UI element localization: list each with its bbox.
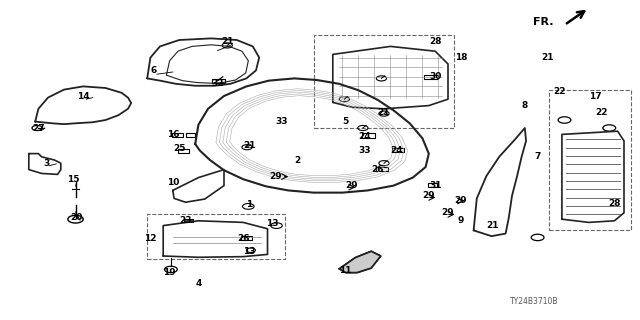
Text: 22: 22: [554, 87, 566, 96]
Bar: [178, 149, 189, 153]
Text: 30: 30: [429, 72, 442, 81]
Text: 27: 27: [32, 124, 45, 132]
Text: 29: 29: [422, 191, 435, 200]
Bar: [212, 79, 225, 83]
Text: 10: 10: [166, 178, 179, 187]
Bar: [147, 214, 285, 259]
Text: 28: 28: [429, 37, 442, 46]
Text: 29: 29: [454, 196, 467, 204]
Bar: [172, 133, 183, 137]
Text: 18: 18: [454, 53, 467, 62]
Text: 33: 33: [275, 117, 288, 126]
Text: 13: 13: [243, 247, 256, 256]
Text: 24: 24: [390, 146, 403, 155]
Text: 33: 33: [358, 146, 371, 155]
Text: 21: 21: [378, 108, 390, 116]
Bar: [362, 133, 375, 138]
Text: 21: 21: [243, 141, 256, 150]
Text: 13: 13: [266, 220, 278, 228]
Text: 7: 7: [534, 152, 541, 161]
Text: 8: 8: [522, 101, 528, 110]
Text: 6: 6: [150, 66, 157, 75]
Bar: [428, 183, 437, 187]
Bar: [186, 133, 195, 137]
Bar: [392, 148, 404, 152]
Text: 11: 11: [339, 266, 352, 275]
Text: 17: 17: [589, 92, 602, 100]
Bar: [241, 236, 252, 240]
Bar: [424, 75, 438, 79]
Text: 29: 29: [269, 172, 282, 180]
Bar: [376, 167, 388, 171]
Text: 25: 25: [173, 144, 186, 153]
Bar: [314, 35, 454, 128]
Text: 24: 24: [358, 132, 371, 140]
Text: 4: 4: [195, 279, 202, 288]
Text: 29: 29: [346, 181, 358, 190]
Text: 31: 31: [429, 181, 442, 190]
Text: 14: 14: [77, 92, 90, 100]
Text: 28: 28: [608, 199, 621, 208]
Text: 26: 26: [371, 165, 384, 174]
Text: 21: 21: [541, 53, 554, 62]
Text: 1: 1: [246, 200, 253, 209]
Text: 5: 5: [342, 117, 349, 126]
Polygon shape: [339, 251, 381, 273]
Bar: [184, 219, 193, 222]
Text: TY24B3710B: TY24B3710B: [510, 297, 559, 306]
Text: 19: 19: [163, 268, 176, 277]
Text: 21: 21: [221, 37, 234, 46]
Text: 2: 2: [294, 156, 301, 164]
Bar: [549, 90, 631, 230]
Text: 29: 29: [442, 208, 454, 217]
Text: 23: 23: [179, 216, 192, 225]
Text: 20: 20: [70, 213, 83, 222]
Text: FR.: FR.: [533, 17, 554, 28]
Text: 12: 12: [144, 234, 157, 243]
Text: 21: 21: [486, 221, 499, 230]
Text: 32: 32: [211, 79, 224, 88]
Text: 22: 22: [595, 108, 608, 116]
Text: 9: 9: [458, 216, 464, 225]
Text: 3: 3: [43, 159, 49, 168]
Text: 26: 26: [237, 234, 250, 243]
Text: 15: 15: [67, 175, 80, 184]
Text: 16: 16: [166, 130, 179, 139]
